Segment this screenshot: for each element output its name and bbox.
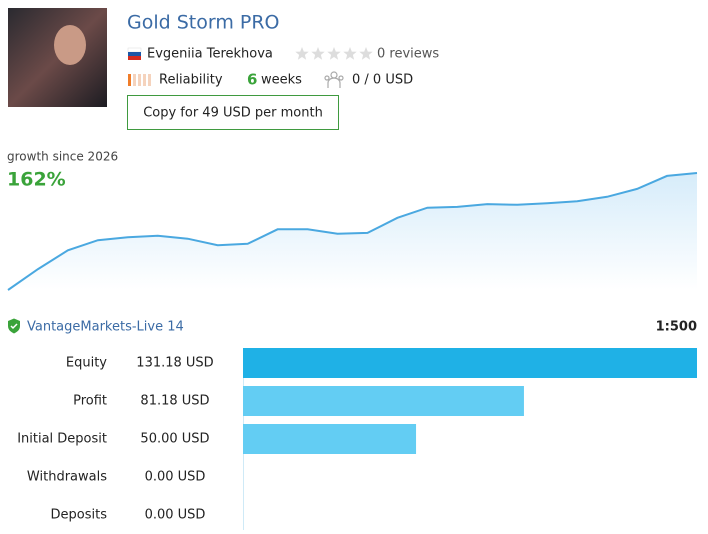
- signal-title[interactable]: Gold Storm PRO: [127, 12, 280, 34]
- star: [343, 47, 357, 60]
- reliability-icon: [128, 74, 151, 86]
- weeks-unit: weeks: [261, 73, 302, 88]
- bar-label: Withdrawals: [27, 470, 107, 485]
- bar-label: Initial Deposit: [17, 432, 107, 447]
- broker[interactable]: VantageMarkets-Live 14: [27, 320, 184, 335]
- rating-stars: [295, 47, 373, 60]
- bar: [243, 424, 417, 454]
- flag: [127, 47, 142, 60]
- avatar[interactable]: [8, 8, 107, 107]
- bar: [243, 386, 524, 416]
- star: [327, 47, 341, 60]
- bar-label: Profit: [73, 394, 107, 409]
- copy-button[interactable]: [127, 95, 339, 130]
- growth-label: growth since 2026: [7, 150, 118, 164]
- bar: [243, 348, 697, 378]
- bar-label: Deposits: [51, 508, 108, 523]
- growth-value: 162%: [7, 169, 66, 191]
- growth-area: [8, 173, 697, 290]
- verified-check: [10, 323, 18, 330]
- weeks-count: 6: [247, 71, 257, 89]
- account-bars: Equity 131.18 USD Profit 81.18 USD Initial D…: [17, 348, 697, 523]
- bar-value-label: 131.18 USD: [136, 356, 213, 371]
- growth-chart: [7, 172, 698, 291]
- bar-value-label: 0.00 USD: [145, 470, 206, 485]
- bar-label: Equity: [66, 356, 107, 371]
- copy-button-label[interactable]: Copy for 49 USD per month: [143, 106, 323, 121]
- avatar-face: [54, 25, 86, 65]
- bar-value-label: 0.00 USD: [145, 508, 206, 523]
- leverage: 1:500: [656, 320, 697, 335]
- star: [311, 47, 325, 60]
- subscribers-icon: [324, 71, 344, 88]
- bar-value-label: 50.00 USD: [140, 432, 209, 447]
- reliability: Reliability: [159, 73, 223, 88]
- subscribers: 0 / 0 USD: [352, 73, 413, 88]
- star: [295, 47, 309, 60]
- growth-line: [7, 172, 698, 291]
- bar-value-label: 81.18 USD: [140, 394, 209, 409]
- author[interactable]: Evgeniia Terekhova: [147, 47, 273, 62]
- star: [359, 47, 373, 60]
- reviews[interactable]: 0 reviews: [377, 47, 439, 62]
